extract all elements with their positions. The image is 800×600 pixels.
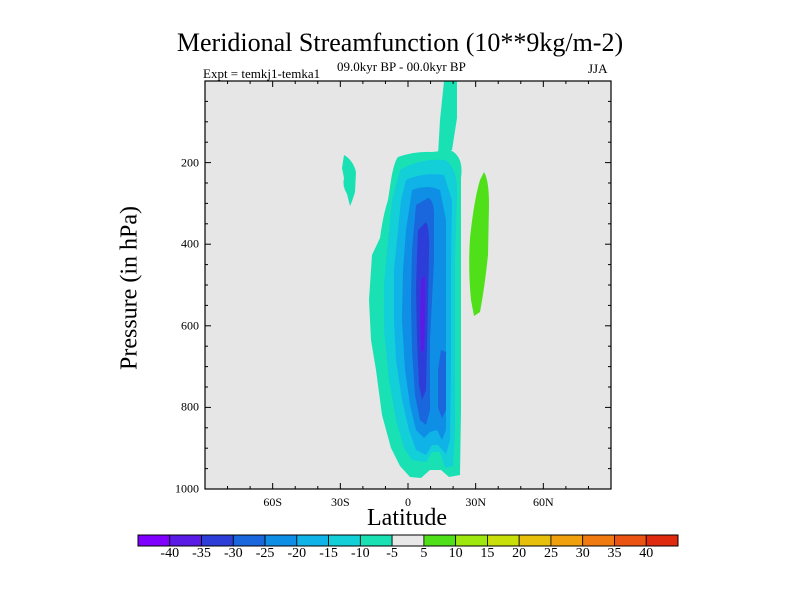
season-label: JJA bbox=[588, 61, 608, 76]
colorbar-box bbox=[169, 534, 202, 547]
colorbar-label: -10 bbox=[351, 546, 370, 561]
colorbar-frame bbox=[137, 534, 679, 547]
colorbar-box bbox=[487, 534, 520, 547]
x-tick-label: 30N bbox=[465, 495, 486, 509]
contour-negative-minus25-lobe bbox=[438, 350, 446, 418]
y-tick-label: 1000 bbox=[175, 481, 199, 496]
y-tick-label: 200 bbox=[181, 155, 199, 170]
colorbar-box bbox=[264, 534, 298, 547]
chart-title: Meridional Streamfunction (10**9kg/m-2) bbox=[176, 28, 624, 57]
colorbar-label: -20 bbox=[287, 546, 307, 561]
colorbar-box bbox=[550, 534, 584, 547]
colorbar-box bbox=[359, 534, 393, 547]
contour-positive-5 bbox=[469, 172, 489, 316]
x-tick-label: 60S bbox=[263, 495, 282, 509]
colorbar-box bbox=[296, 534, 329, 547]
colorbar-label: -15 bbox=[319, 546, 338, 561]
y-tick-label: 600 bbox=[181, 318, 199, 333]
colorbar-label: 5 bbox=[420, 546, 428, 561]
x-axis-label: Latitude bbox=[367, 505, 447, 531]
time-range-label: 09.0kyr BP - 00.0kyr BP bbox=[337, 59, 466, 74]
colorbar-label: 20 bbox=[512, 546, 527, 561]
colorbar-box bbox=[518, 534, 552, 547]
colorbar-box bbox=[455, 534, 488, 547]
colorbar-label: 15 bbox=[480, 546, 495, 561]
colorbar-label: -30 bbox=[223, 546, 243, 561]
y-tick-label: 800 bbox=[181, 399, 199, 414]
colorbar-box bbox=[614, 534, 647, 547]
y-tick-label: 400 bbox=[181, 236, 199, 251]
x-tick-label: 60N bbox=[532, 495, 554, 509]
colorbar-label: 10 bbox=[448, 546, 463, 561]
colorbar-box bbox=[423, 534, 457, 547]
x-tick-label: 30S bbox=[330, 495, 350, 509]
colorbar-label: -40 bbox=[160, 546, 180, 561]
contour-negative-upper-plume bbox=[438, 81, 457, 155]
colorbar bbox=[137, 534, 679, 547]
x-tick-label: 0 bbox=[405, 495, 411, 509]
colorbar-box bbox=[201, 534, 234, 547]
colorbar-label: -35 bbox=[192, 546, 211, 561]
colorbar-label: 40 bbox=[639, 546, 654, 561]
y-axis-label: Pressure (in hPa) bbox=[116, 206, 143, 370]
negative-fields bbox=[342, 81, 462, 478]
colorbar-label: 25 bbox=[543, 546, 558, 561]
colorbar-label: 30 bbox=[575, 546, 590, 561]
colorbar-label: -5 bbox=[386, 546, 398, 561]
contour-negative-minus35 bbox=[420, 275, 425, 352]
axis-ticks bbox=[205, 81, 611, 490]
positive-fields bbox=[469, 172, 489, 316]
colorbar-box bbox=[582, 534, 615, 547]
colorbar-box bbox=[232, 534, 266, 547]
colorbar-box bbox=[391, 534, 425, 547]
colorbar-box bbox=[137, 534, 171, 547]
colorbar-box bbox=[645, 534, 679, 547]
colorbar-box bbox=[328, 534, 361, 547]
contour-negative-small-patch bbox=[342, 155, 356, 206]
colorbar-label: -25 bbox=[255, 546, 275, 561]
experiment-label: Expt = temkj1-temka1 bbox=[203, 66, 321, 81]
colorbar-label: 35 bbox=[607, 546, 622, 561]
